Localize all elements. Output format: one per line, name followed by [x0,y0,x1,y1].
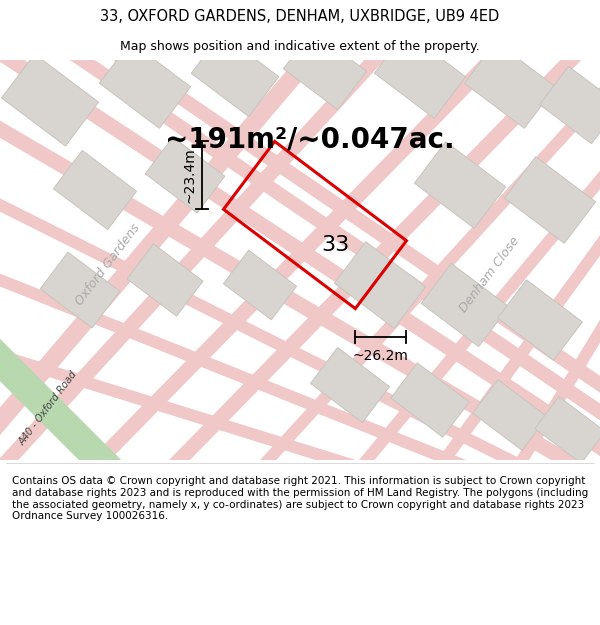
Polygon shape [0,0,600,486]
Polygon shape [53,151,137,229]
Text: ~26.2m: ~26.2m [353,349,409,362]
Polygon shape [374,32,466,118]
Polygon shape [127,244,203,316]
Polygon shape [505,157,596,243]
Polygon shape [464,42,556,128]
Polygon shape [497,280,583,360]
Polygon shape [421,263,509,347]
Polygon shape [0,4,357,486]
Polygon shape [0,0,600,486]
Polygon shape [505,97,600,483]
Polygon shape [0,329,131,491]
Polygon shape [223,250,296,320]
Polygon shape [0,94,600,486]
Polygon shape [2,54,98,146]
Polygon shape [100,42,191,128]
Text: 33, OXFORD GARDENS, DENHAM, UXBRIDGE, UB9 4ED: 33, OXFORD GARDENS, DENHAM, UXBRIDGE, UB… [100,9,500,24]
Polygon shape [473,379,547,451]
Polygon shape [334,242,425,328]
Polygon shape [74,15,535,485]
Polygon shape [535,397,600,463]
Text: Contains OS data © Crown copyright and database right 2021. This information is : Contains OS data © Crown copyright and d… [12,476,588,521]
Polygon shape [191,33,279,117]
Text: Map shows position and indicative extent of the property.: Map shows position and indicative extent… [120,40,480,53]
Polygon shape [311,348,389,423]
Polygon shape [391,363,469,437]
Polygon shape [283,31,367,109]
Text: ~191m²/~0.047ac.: ~191m²/~0.047ac. [165,126,455,154]
Polygon shape [0,14,600,486]
Text: ~23.4m: ~23.4m [182,148,197,203]
Polygon shape [0,334,402,486]
Polygon shape [0,174,553,486]
Polygon shape [40,252,120,328]
Text: 33: 33 [321,235,349,255]
Polygon shape [0,5,425,485]
Polygon shape [425,76,600,484]
Polygon shape [145,137,225,213]
Polygon shape [415,142,506,228]
Polygon shape [0,254,502,486]
Polygon shape [346,56,600,484]
Text: Oxford Gardens: Oxford Gardens [73,222,143,308]
Text: Denham Close: Denham Close [457,235,523,315]
Polygon shape [155,15,600,485]
Text: A40 - Oxford Road: A40 - Oxford Road [17,369,79,447]
Polygon shape [539,66,600,144]
Polygon shape [245,26,600,484]
